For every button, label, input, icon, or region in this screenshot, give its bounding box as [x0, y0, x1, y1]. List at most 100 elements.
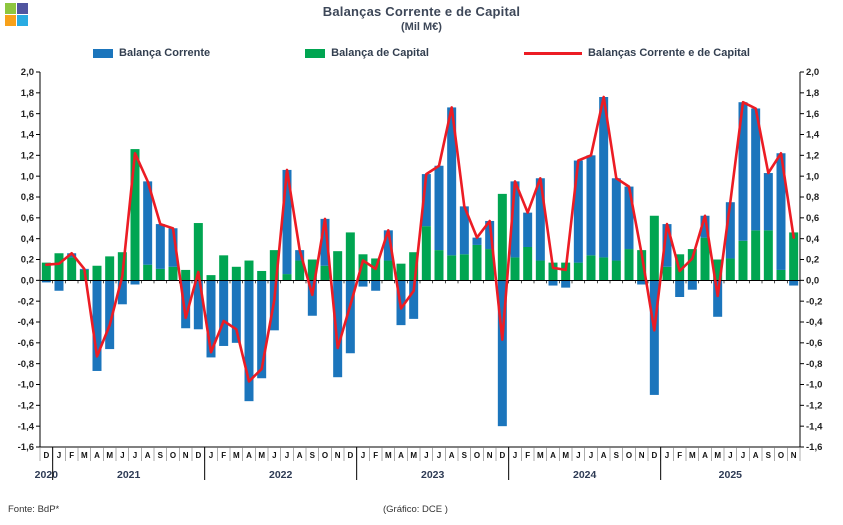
month-label: J	[728, 451, 732, 460]
capital-bar	[447, 255, 457, 281]
capital-bar	[421, 226, 431, 281]
capital-bar	[662, 266, 672, 281]
month-label: O	[474, 451, 480, 460]
y-tick-label-right: -0,6	[806, 338, 822, 349]
current-bar	[624, 186, 634, 250]
capital-bar	[282, 274, 292, 281]
y-tick-label-right: -1,0	[806, 380, 822, 391]
current-bar	[130, 280, 140, 285]
month-label: N	[335, 451, 341, 460]
current-bar	[510, 181, 520, 258]
current-bar	[561, 280, 571, 288]
month-label: A	[449, 451, 455, 460]
current-bar	[54, 280, 64, 291]
legend-label-total-balance: Balanças Corrente e de Capital	[587, 47, 750, 59]
y-tick-label-right: 1,8	[806, 88, 819, 99]
month-label: A	[145, 451, 151, 460]
capital-bar	[219, 255, 229, 281]
capital-bar	[67, 257, 77, 281]
y-tick-label-left: 0,0	[21, 276, 34, 287]
capital-bar	[763, 230, 773, 281]
month-label: D	[43, 451, 49, 460]
capital-bar	[41, 262, 51, 281]
capital-bar	[206, 275, 216, 281]
month-label: S	[462, 451, 468, 460]
month-label: J	[424, 451, 428, 460]
legend-swatch-total-line	[523, 51, 582, 55]
y-tick-label-left: 1,2	[21, 151, 34, 162]
current-bar	[548, 280, 558, 286]
capital-bar	[751, 230, 761, 281]
month-label: J	[513, 451, 517, 460]
current-bar	[282, 169, 292, 275]
y-tick-label-right: 0,6	[806, 213, 819, 224]
current-bar	[776, 153, 786, 270]
month-label: A	[398, 451, 404, 460]
credit-note: (Gráfico: DCE )	[383, 504, 448, 515]
capital-bar	[105, 256, 115, 281]
year-label: 2024	[573, 469, 597, 481]
legend-label-current-balance: Balança Corrente	[119, 47, 211, 59]
current-bar	[143, 181, 153, 265]
y-tick-label-right: 2,0	[806, 67, 819, 78]
current-bar	[573, 160, 583, 263]
y-tick-label-right: -0,8	[806, 359, 822, 370]
current-bar	[155, 224, 165, 269]
capital-bar	[700, 237, 710, 281]
capital-bar	[535, 260, 545, 281]
month-label: M	[258, 451, 265, 460]
capital-bar	[130, 149, 140, 281]
four-squares-logo	[4, 2, 32, 30]
y-tick-label-left: -0,8	[18, 359, 34, 370]
y-tick-label-left: -0,6	[18, 338, 34, 349]
y-tick-label-right: 0,8	[806, 192, 819, 203]
month-label: J	[576, 451, 580, 460]
y-tick-label-left: -1,4	[18, 421, 35, 432]
legend: Balança Corrente Balança de Capital Bala…	[0, 47, 843, 59]
legend-item-total-balance: Balanças Corrente e de Capital	[523, 47, 750, 59]
capital-bar	[573, 262, 583, 281]
capital-bar	[561, 262, 571, 281]
capital-bar	[637, 250, 647, 281]
capital-bar	[510, 257, 520, 281]
current-bar	[67, 253, 77, 258]
y-tick-label-right: 0,0	[806, 276, 819, 287]
current-bar	[231, 280, 241, 343]
current-bar	[219, 280, 229, 346]
capital-bar	[485, 249, 495, 281]
current-bar	[763, 173, 773, 231]
month-label: J	[361, 451, 365, 460]
y-tick-label-left: 1,4	[21, 130, 35, 141]
month-label: J	[57, 451, 61, 460]
month-label: J	[741, 451, 745, 460]
capital-bar	[244, 260, 254, 281]
source-note: Fonte: BdP*	[8, 504, 60, 515]
y-tick-label-right: 0,2	[806, 255, 819, 266]
y-tick-label-left: 0,6	[21, 213, 34, 224]
month-label: D	[651, 451, 657, 460]
month-label: M	[233, 451, 240, 460]
capital-bar	[295, 260, 305, 281]
current-bar	[434, 165, 444, 251]
y-tick-label-left: -1,0	[18, 380, 34, 391]
chart-title: Balanças Corrente e de Capital	[322, 4, 521, 19]
month-label: F	[373, 451, 378, 460]
month-label: F	[677, 451, 682, 460]
current-bar	[92, 280, 102, 371]
current-bar	[687, 280, 697, 290]
y-tick-label-right: 1,4	[806, 130, 820, 141]
month-label: F	[69, 451, 74, 460]
legend-item-capital-balance: Balança de Capital	[305, 47, 429, 59]
current-bar	[472, 237, 482, 245]
month-label: D	[347, 451, 353, 460]
month-label: M	[714, 451, 721, 460]
current-bar	[320, 218, 330, 266]
capital-bar	[472, 244, 482, 281]
current-bar	[371, 280, 381, 291]
year-label: 2025	[719, 469, 743, 481]
capital-bar	[92, 265, 102, 281]
logo-square-lightblue	[17, 15, 28, 26]
current-bar	[117, 280, 127, 305]
current-bar	[725, 202, 735, 259]
current-bar	[41, 280, 51, 283]
